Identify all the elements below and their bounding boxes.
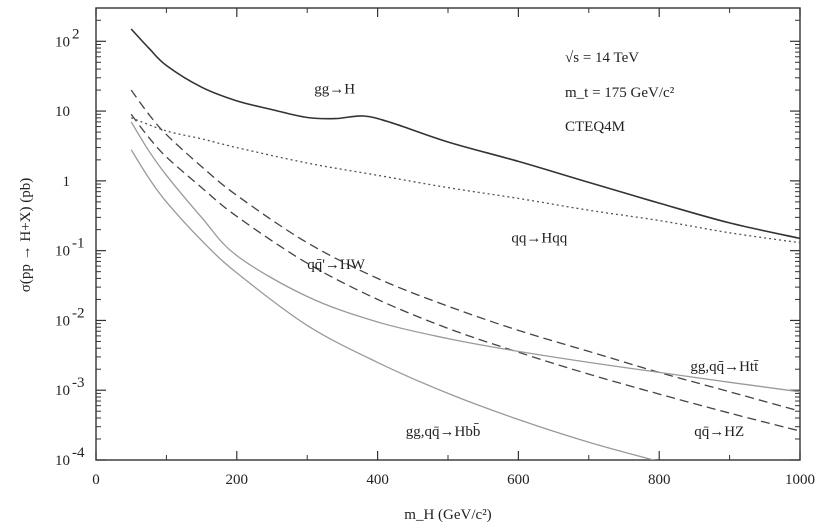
x-tick-label: 600 — [507, 472, 530, 488]
curve-labels: gg→H qq→Hqq qq̄'→HW gg,qq̄→Htt̄ gg,qq̄→Hbb̄ q… — [307, 81, 759, 440]
series-curve — [130, 149, 656, 460]
y-tick-exponent: 2 — [72, 26, 80, 42]
curve-label: gg,qq̄→Hbb̄ — [406, 424, 481, 440]
y-tick-exponent: -1 — [72, 236, 85, 252]
series-curve — [130, 117, 800, 244]
y-tick-label: 10 — [55, 453, 70, 469]
y-tick-label: 1 — [63, 174, 71, 190]
curve-label: gg,qq̄→Htt̄ — [690, 359, 759, 375]
y-tick-label: 10 — [55, 383, 70, 399]
curve-label: qq→Hqq — [511, 231, 567, 247]
plot-frame — [95, 7, 801, 461]
y-tick-label: 10 — [55, 34, 70, 50]
series-layer — [130, 28, 800, 460]
curve-label: qq̄'→HW — [307, 257, 366, 273]
x-tick-label: 800 — [648, 472, 671, 488]
x-tick-label: 0 — [92, 472, 100, 488]
x-tick-label: 1000 — [785, 472, 815, 488]
annotation-pdf-set: CTEQ4M — [565, 119, 625, 135]
y-tick-exponent: -2 — [72, 305, 85, 321]
annotation-sqrt-s: √s = 14 TeV — [565, 50, 639, 66]
y-tick-label: 10 — [55, 244, 70, 260]
y-axis-title: σ(pp → H+X) (pb) — [18, 178, 34, 292]
series-curve — [130, 113, 800, 432]
axis-ticks — [95, 7, 801, 461]
y-tick-exponent: -4 — [72, 445, 85, 461]
y-tick-label: 10 — [55, 104, 70, 120]
curve-label: qq̄→HZ — [694, 424, 744, 440]
curve-label: gg→H — [314, 81, 355, 97]
y-tick-exponent: -3 — [72, 375, 85, 391]
y-tick-label: 10 — [55, 313, 70, 329]
series-curve — [130, 28, 800, 240]
x-tick-label: 400 — [366, 472, 389, 488]
annotation-top-mass: m_t = 175 GeV/c² — [565, 85, 675, 101]
series-curve — [130, 121, 800, 393]
x-axis-title: m_H (GeV/c²) — [404, 507, 491, 523]
x-tick-label: 200 — [226, 472, 249, 488]
x-tick-labels: 0 200 400 600 800 1000 — [92, 472, 815, 488]
